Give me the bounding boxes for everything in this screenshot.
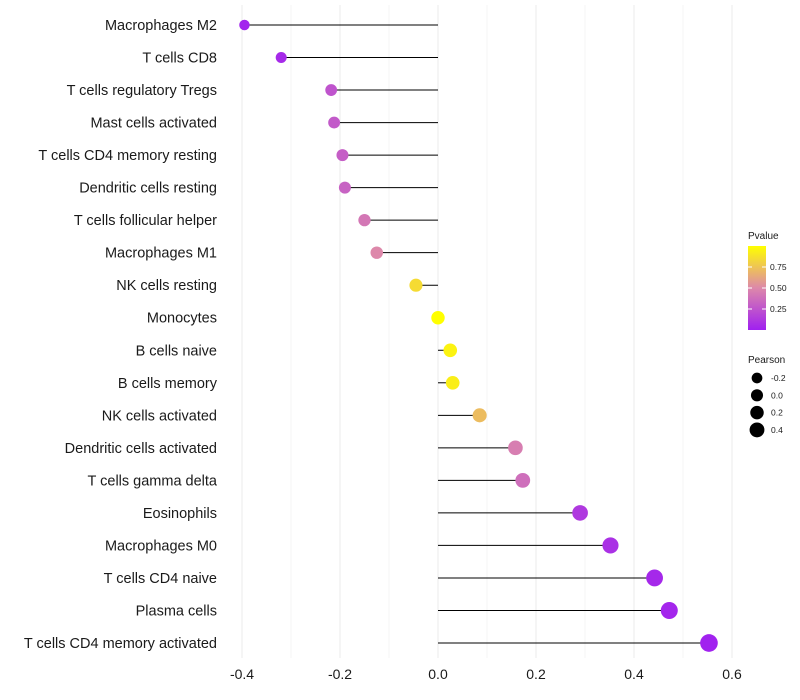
data-point (445, 375, 460, 390)
x-tick-label: 0.6 (722, 666, 742, 682)
size-legend-label: 0.4 (771, 425, 783, 435)
y-tick-label: Dendritic cells activated (65, 441, 217, 457)
y-tick-label: T cells regulatory Tregs (67, 83, 217, 99)
y-tick-label: T cells follicular helper (74, 213, 217, 229)
colorbar-tick-label: 0.25 (770, 304, 787, 314)
size-legend-label: -0.2 (771, 373, 786, 383)
stems (244, 24, 709, 644)
data-point (336, 149, 349, 162)
data-point (328, 116, 341, 129)
pvalue-legend-title: Pvalue (748, 231, 779, 242)
x-tick-label: 0.2 (526, 666, 546, 682)
x-tick-label: -0.4 (230, 666, 254, 682)
size-legend-label: 0.0 (771, 390, 783, 400)
data-point (508, 440, 523, 456)
data-point (602, 537, 619, 554)
y-tick-label: T cells CD4 memory activated (24, 636, 217, 652)
size-legend-dot (750, 405, 764, 420)
data-point (572, 505, 588, 521)
data-point (443, 343, 458, 358)
data-point (370, 246, 383, 259)
y-tick-label: NK cells activated (102, 408, 217, 424)
data-point (660, 601, 678, 619)
gridlines (241, 5, 733, 658)
data-point (275, 52, 287, 64)
size-legend-dot (749, 422, 765, 438)
y-tick-label: Macrophages M1 (105, 246, 217, 262)
y-tick-label: Plasma cells (136, 603, 217, 619)
data-point (325, 84, 338, 96)
y-tick-label: Monocytes (147, 311, 217, 327)
size-legend-label: 0.2 (771, 408, 783, 418)
colorbar-tick-label: 0.50 (770, 283, 787, 293)
y-tick-label: B cells naive (136, 343, 217, 359)
y-tick-label: T cells CD8 (142, 51, 217, 67)
y-tick-label: T cells CD4 memory resting (38, 148, 217, 164)
data-point (358, 214, 371, 227)
size-legend-dot (751, 372, 763, 384)
y-tick-label: NK cells resting (116, 278, 217, 294)
y-tick-label: B cells memory (118, 376, 218, 392)
pearson-legend-title: Pearson (748, 355, 785, 366)
x-tick-label: -0.2 (328, 666, 352, 682)
y-tick-label: Macrophages M2 (105, 18, 217, 34)
y-tick-label: Mast cells activated (90, 116, 217, 132)
x-axis-ticks: -0.4 -0.2 0.0 0.2 0.4 0.6 (230, 666, 742, 682)
data-point (431, 311, 445, 325)
pvalue-legend: Pvalue 0.75 0.50 0.25 (748, 231, 787, 330)
pvalue-colorbar (748, 246, 766, 330)
x-tick-label: 0.0 (428, 666, 448, 682)
y-tick-label: Eosinophils (143, 506, 217, 522)
x-tick-label: 0.4 (624, 666, 644, 682)
data-point (338, 181, 351, 194)
data-point (472, 408, 487, 423)
y-axis-labels: Macrophages M2 T cells CD8 T cells regulat… (24, 18, 218, 652)
data-point (700, 634, 718, 652)
y-tick-label: T cells CD4 naive (104, 571, 217, 587)
data-point (409, 278, 423, 292)
data-point (646, 569, 663, 587)
y-tick-label: Dendritic cells resting (79, 181, 217, 197)
data-point (515, 472, 531, 488)
data-point (239, 19, 250, 31)
y-tick-label: T cells gamma delta (88, 473, 218, 489)
size-legend-dot (750, 389, 764, 402)
pearson-legend: Pearson -0.2 0.0 0.2 0.4 (748, 355, 786, 438)
y-tick-label: Macrophages M0 (105, 538, 217, 554)
points (239, 19, 718, 652)
colorbar-tick-label: 0.75 (770, 262, 787, 272)
